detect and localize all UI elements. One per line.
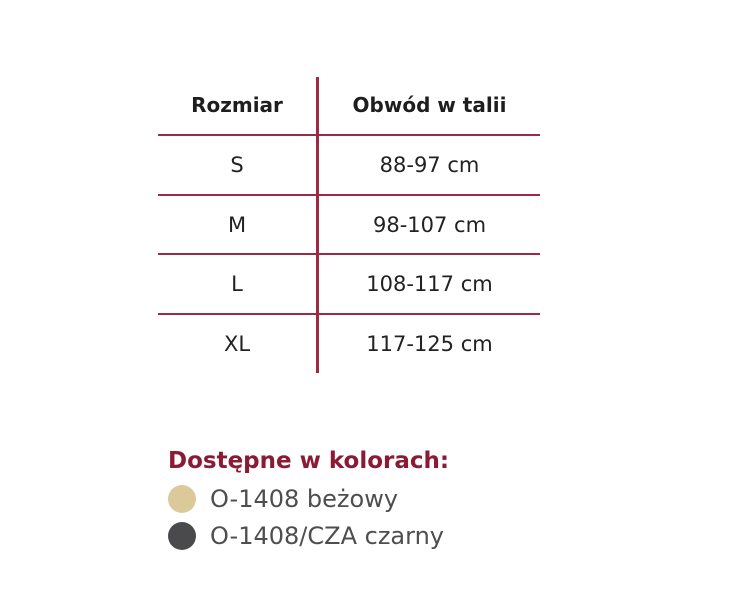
beige-swatch-icon (168, 485, 196, 513)
color-option-beige: O-1408 beżowy (168, 485, 398, 513)
color-label: O-1408 beżowy (210, 485, 399, 513)
black-swatch-icon (168, 522, 196, 550)
row-divider (158, 253, 540, 255)
cell-size: XL (223, 332, 251, 356)
header-waist: Obwód w talii (352, 93, 507, 117)
column-divider (316, 77, 319, 373)
color-option-black: O-1408/CZA czarny (168, 522, 444, 550)
cell-waist: 88-97 cm (379, 153, 480, 177)
cell-waist: 108-117 cm (366, 272, 493, 296)
cell-waist: 98-107 cm (372, 213, 487, 237)
cell-size: L (231, 272, 243, 296)
cell-waist: 117-125 cm (366, 332, 493, 356)
row-divider (158, 313, 540, 315)
row-divider (158, 194, 540, 196)
row-divider (158, 134, 540, 136)
colors-title: Dostępne w kolorach: (168, 448, 450, 474)
header-size: Rozmiar (191, 93, 283, 117)
color-label: O-1408/CZA czarny (210, 522, 444, 550)
cell-size: S (230, 153, 244, 177)
cell-size: M (227, 213, 247, 237)
